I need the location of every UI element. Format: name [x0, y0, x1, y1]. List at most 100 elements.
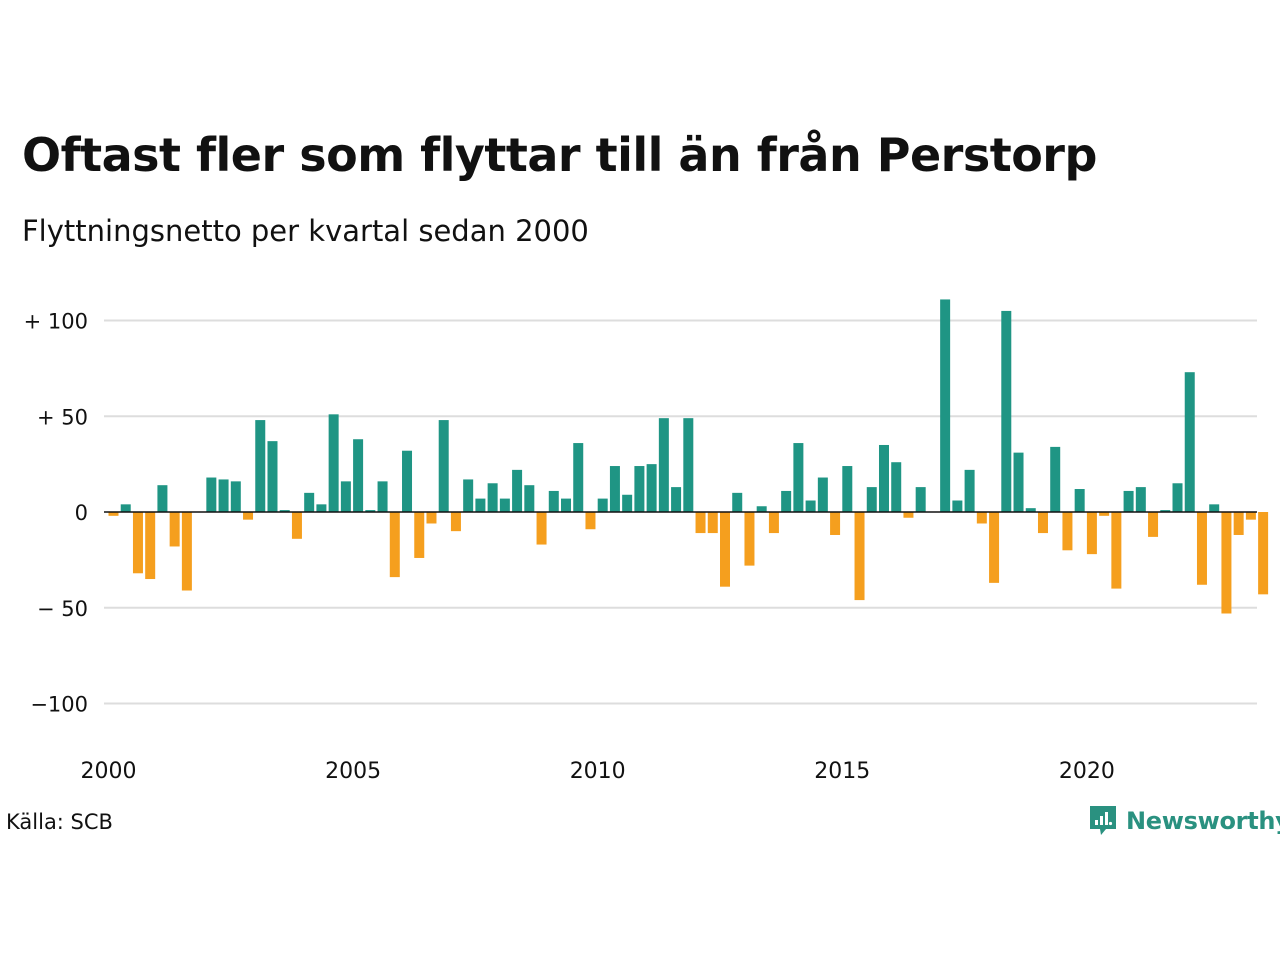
bar-2005-k1: [353, 439, 364, 512]
bar-2005-k4: [389, 512, 400, 578]
bar-2012-k2: [707, 512, 718, 534]
bar-2002-k3: [230, 481, 241, 512]
bar-2007-k2: [463, 479, 474, 512]
bar-2003-k2: [267, 441, 278, 512]
bar-2010-k1: [597, 498, 608, 513]
bar-2009-k3: [573, 443, 584, 512]
bar-2023-k3: [1258, 512, 1269, 595]
bar-2002-k2: [218, 479, 229, 512]
bar-2005-k3: [377, 481, 388, 512]
bar-2002-k4: [243, 512, 254, 520]
bar-2005-k2: [365, 510, 376, 512]
bar-2018-k1: [989, 512, 1000, 583]
bar-2016-k1: [891, 462, 902, 512]
bar-2008-k3: [524, 485, 535, 512]
bar-2008-k1: [499, 498, 510, 513]
bar-2023-k2: [1245, 512, 1256, 520]
bar-2004-k4: [340, 481, 351, 512]
bar-2018-k2: [1001, 310, 1012, 512]
x-tick-label: 2020: [1059, 759, 1115, 784]
bar-2021-k4: [1172, 483, 1183, 512]
bar-2011-k3: [671, 487, 682, 512]
bar-2019-k2: [1050, 446, 1061, 512]
bar-2020-k3: [1111, 512, 1122, 589]
bar-2022-k3: [1209, 504, 1220, 512]
grid-lines: [104, 319, 1257, 705]
bar-2022-k2: [1196, 512, 1207, 585]
bar-2013-k3: [768, 512, 779, 534]
bar-2015-k2: [854, 512, 865, 601]
bar-2011-k4: [683, 418, 694, 512]
chart-subtitle: Flyttningsnetto per kvartal sedan 2000: [22, 214, 589, 248]
bar-2014-k3: [817, 477, 828, 512]
bar-2006-k3: [426, 512, 437, 524]
bar-2013-k2: [756, 506, 767, 512]
bar-2000-k4: [145, 512, 156, 580]
bar-2017-k2: [952, 500, 963, 512]
y-axis-labels: + 100 + 50 0 − 50 −100: [24, 310, 88, 717]
bar-2017-k1: [940, 299, 951, 512]
bar-2021-k3: [1160, 510, 1171, 512]
y-tick-label: + 50: [37, 405, 88, 429]
bar-2014-k2: [805, 500, 816, 512]
bar-2011-k1: [646, 464, 657, 513]
newsworthy-bar-chart-icon: [1090, 806, 1116, 835]
bar-2003-k3: [279, 510, 290, 512]
bar-2014-k4: [830, 512, 841, 535]
y-tick-label: −100: [30, 693, 88, 717]
bar-2011-k2: [658, 418, 669, 512]
bar-2014-k1: [793, 443, 804, 512]
bar-2009-k1: [548, 490, 559, 513]
bar-2022-k1: [1184, 372, 1195, 512]
bar-2023-k1: [1233, 512, 1244, 535]
bar-2009-k2: [561, 498, 572, 513]
bar-2012-k1: [695, 512, 706, 534]
bar-2015-k4: [878, 444, 889, 513]
bar-2001-k2: [169, 512, 180, 547]
bar-2000-k1: [108, 512, 119, 516]
source-credit: Källa: SCB: [6, 810, 113, 834]
bar-2008-k2: [512, 469, 523, 512]
bar-2002-k1: [206, 477, 217, 512]
bar-2020-k4: [1123, 490, 1134, 513]
bar-2020-k1: [1086, 512, 1097, 555]
bar-2020-k2: [1099, 512, 1110, 516]
bar-2003-k1: [255, 420, 266, 512]
bar-2000-k2: [120, 504, 131, 512]
bar-2019-k1: [1037, 512, 1048, 534]
bar-2004-k3: [328, 414, 339, 512]
bar-2015-k3: [866, 487, 877, 512]
bar-2006-k2: [414, 512, 425, 558]
y-tick-label: + 100: [24, 310, 88, 334]
bar-2000-k3: [132, 512, 143, 574]
bar-2018-k3: [1013, 452, 1024, 512]
bar-2010-k3: [622, 494, 633, 512]
bar-2012-k4: [732, 492, 743, 512]
bar-2012-k3: [720, 512, 730, 587]
bar-2013-k4: [781, 490, 792, 513]
x-tick-label: 2000: [81, 759, 137, 784]
bar-2007-k1: [450, 512, 461, 532]
x-tick-label: 2005: [325, 759, 381, 784]
bar-2010-k2: [609, 466, 620, 512]
x-tick-label: 2010: [570, 759, 626, 784]
bar-2022-k4: [1221, 512, 1232, 614]
y-tick-label: − 50: [37, 597, 88, 621]
bar-2004-k2: [316, 504, 327, 512]
bar-2017-k4: [976, 512, 987, 524]
bar-2004-k1: [304, 492, 315, 512]
bar-2007-k4: [487, 483, 498, 512]
bars: [108, 299, 1269, 614]
y-tick-label: 0: [75, 501, 88, 525]
x-tick-label: 2015: [814, 759, 870, 784]
brand-name: Newsworthy: [1126, 807, 1280, 835]
bar-2021-k2: [1148, 512, 1159, 537]
bar-2003-k4: [291, 512, 302, 539]
bar-2006-k4: [438, 420, 449, 512]
chart-title: Oftast fler som flyttar till än från Per…: [22, 128, 1097, 182]
bar-2013-k1: [744, 512, 755, 566]
bar-2015-k1: [842, 466, 853, 512]
bar-2016-k3: [915, 487, 926, 512]
bar-2018-k4: [1025, 508, 1036, 512]
